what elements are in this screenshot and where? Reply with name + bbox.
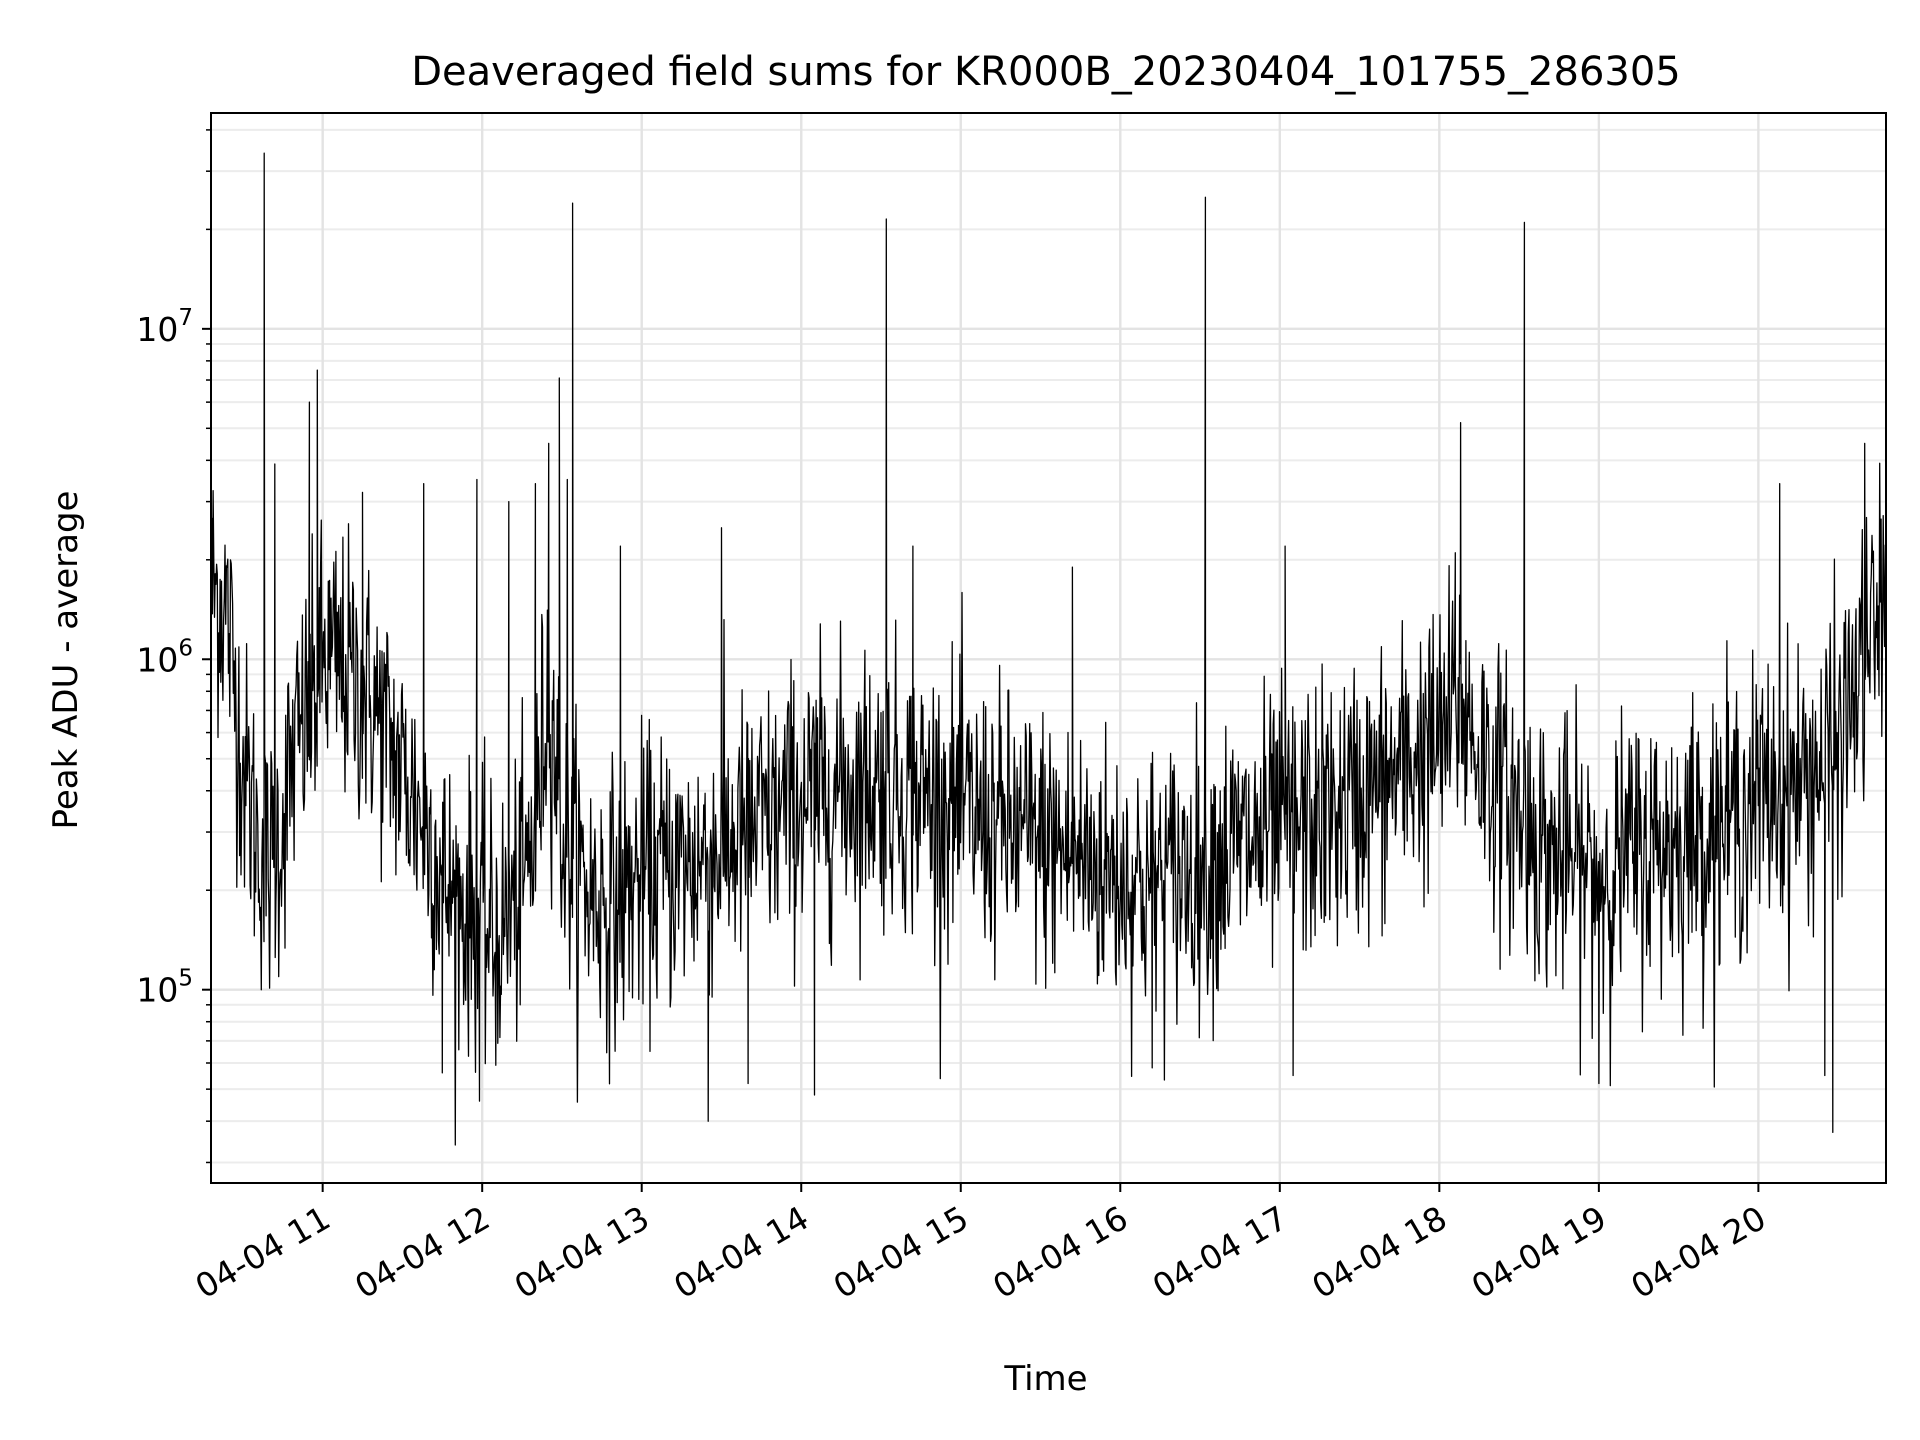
- x-axis-label: Time: [1003, 1359, 1087, 1399]
- plot-area: [210, 152, 1887, 1146]
- chart-title: Deaveraged field sums for KR000B_2023040…: [411, 49, 1681, 95]
- y-tick-label: 106: [136, 635, 193, 679]
- x-tick-label: 04-04 16: [986, 1198, 1134, 1306]
- x-tick-label: 04-04 20: [1624, 1198, 1772, 1306]
- series-line: [210, 152, 1887, 1146]
- x-tick-label: 04-04 12: [348, 1198, 496, 1306]
- grid: [211, 113, 1886, 1183]
- x-tick-label: 04-04 15: [827, 1198, 975, 1306]
- y-axis-label: Peak ADU - average: [46, 491, 86, 830]
- x-tick-label: 04-04 18: [1305, 1198, 1453, 1306]
- y-axis: 105 106 107: [136, 129, 211, 1164]
- x-tick-label: 04-04 14: [667, 1198, 815, 1306]
- x-axis: 04-04 11 04-04 12 04-04 13 04-04 14 04-04 15…: [189, 1183, 1772, 1306]
- y-tick-label: 107: [136, 305, 193, 349]
- plot-frame: [210, 112, 1887, 1184]
- y-tick-label: 105: [136, 966, 193, 1010]
- x-tick-label: 04-04 19: [1465, 1198, 1613, 1306]
- x-tick-label: 04-04 17: [1146, 1198, 1294, 1306]
- x-tick-label: 04-04 13: [508, 1198, 656, 1306]
- x-tick-label: 04-04 11: [189, 1198, 337, 1306]
